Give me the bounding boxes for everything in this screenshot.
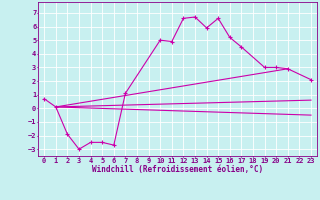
X-axis label: Windchill (Refroidissement éolien,°C): Windchill (Refroidissement éolien,°C) [92, 165, 263, 174]
